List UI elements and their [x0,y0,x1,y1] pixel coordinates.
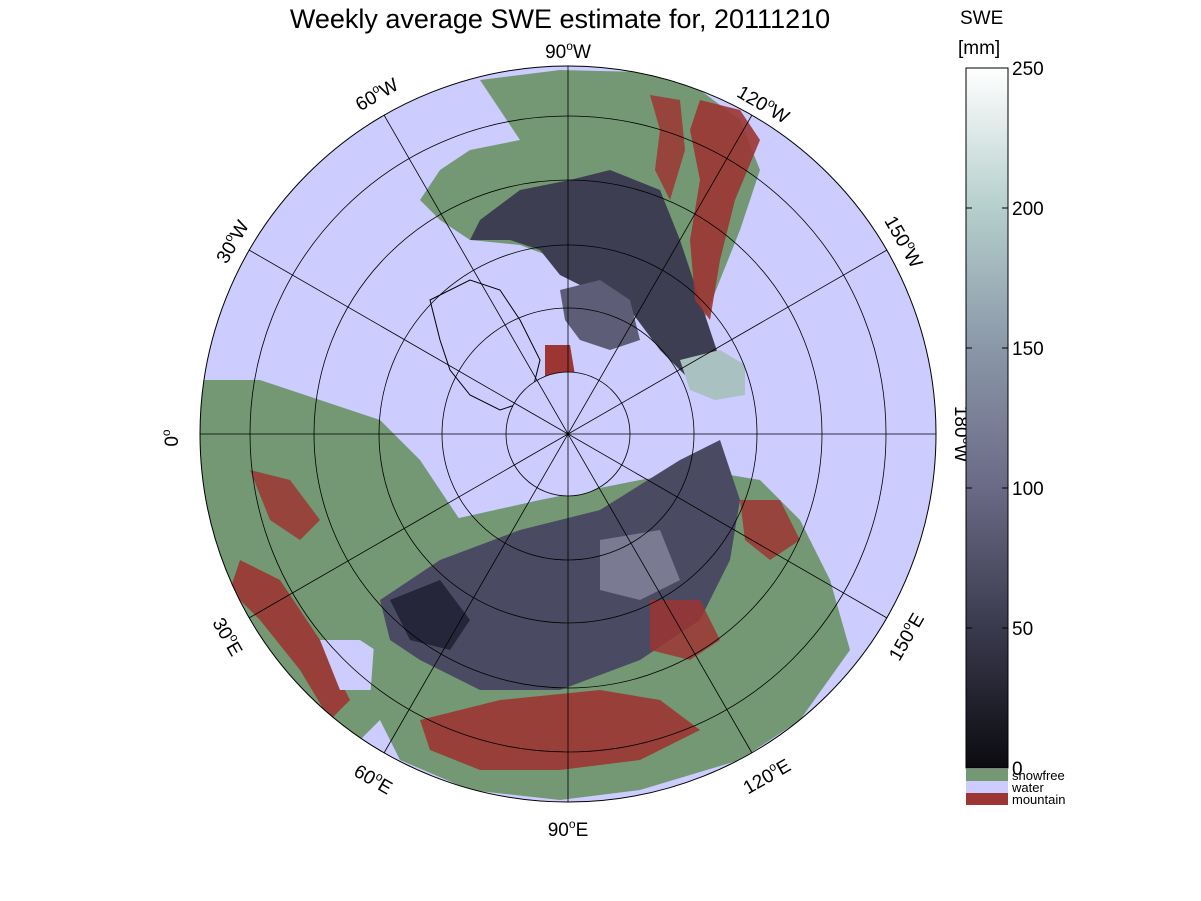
mountain-na-west [650,95,685,200]
colorbar-title: SWE [960,8,1003,29]
legend-swatch-snowfree [966,769,1008,781]
snow-alaska-bright [680,350,745,400]
mountain-scandinavia [250,470,320,540]
legend-swatch-mountain [966,793,1008,805]
chart-title: Weekly average SWE estimate for, 2011121… [289,4,831,34]
label-90w: 90oW [545,39,591,63]
colorbar-gradient [965,67,1009,769]
legend-label-water: water [1011,780,1044,795]
colorbar-tick-label: 50 [1012,619,1033,640]
label-60e: 60oE [350,758,397,799]
mountain-east-siberia [650,600,720,660]
label-90e: 90oE [548,817,589,841]
colorbar-unit: [mm] [958,38,1000,59]
legend-label-snowfree: snowfree [1012,768,1065,783]
label-150e: 150oE [883,608,929,664]
colorbar-tick-label: 0 [1012,759,1023,780]
map-border [199,65,937,803]
colorbar-tick-label: 250 [1012,59,1044,80]
archipelago [560,280,640,350]
mountain-rockies [690,100,760,320]
colorbar: SWE [mm] 0 50 100 150 200 250 [958,8,1044,780]
snow-siberia-mid [600,530,680,600]
label-30e: 30oE [208,613,249,660]
label-120e: 120oE [738,753,794,799]
colorbar-tick-label: 100 [1012,479,1044,500]
map-disk [200,66,936,802]
label-0: 0o [159,429,183,447]
colorbar-ticks: 0 50 100 150 200 250 [966,59,1044,780]
legend-swatch-water [966,781,1008,793]
mountain-far-east [740,500,800,560]
graticule-meridians [200,66,936,802]
mountain-central-asia [420,690,700,770]
snow-north-america [470,170,720,380]
mountain-europe [230,560,350,720]
legend-label-mountain: mountain [1012,792,1065,807]
colorbar-tick-label: 200 [1012,199,1044,220]
colorbar-tick-label: 150 [1012,339,1044,360]
